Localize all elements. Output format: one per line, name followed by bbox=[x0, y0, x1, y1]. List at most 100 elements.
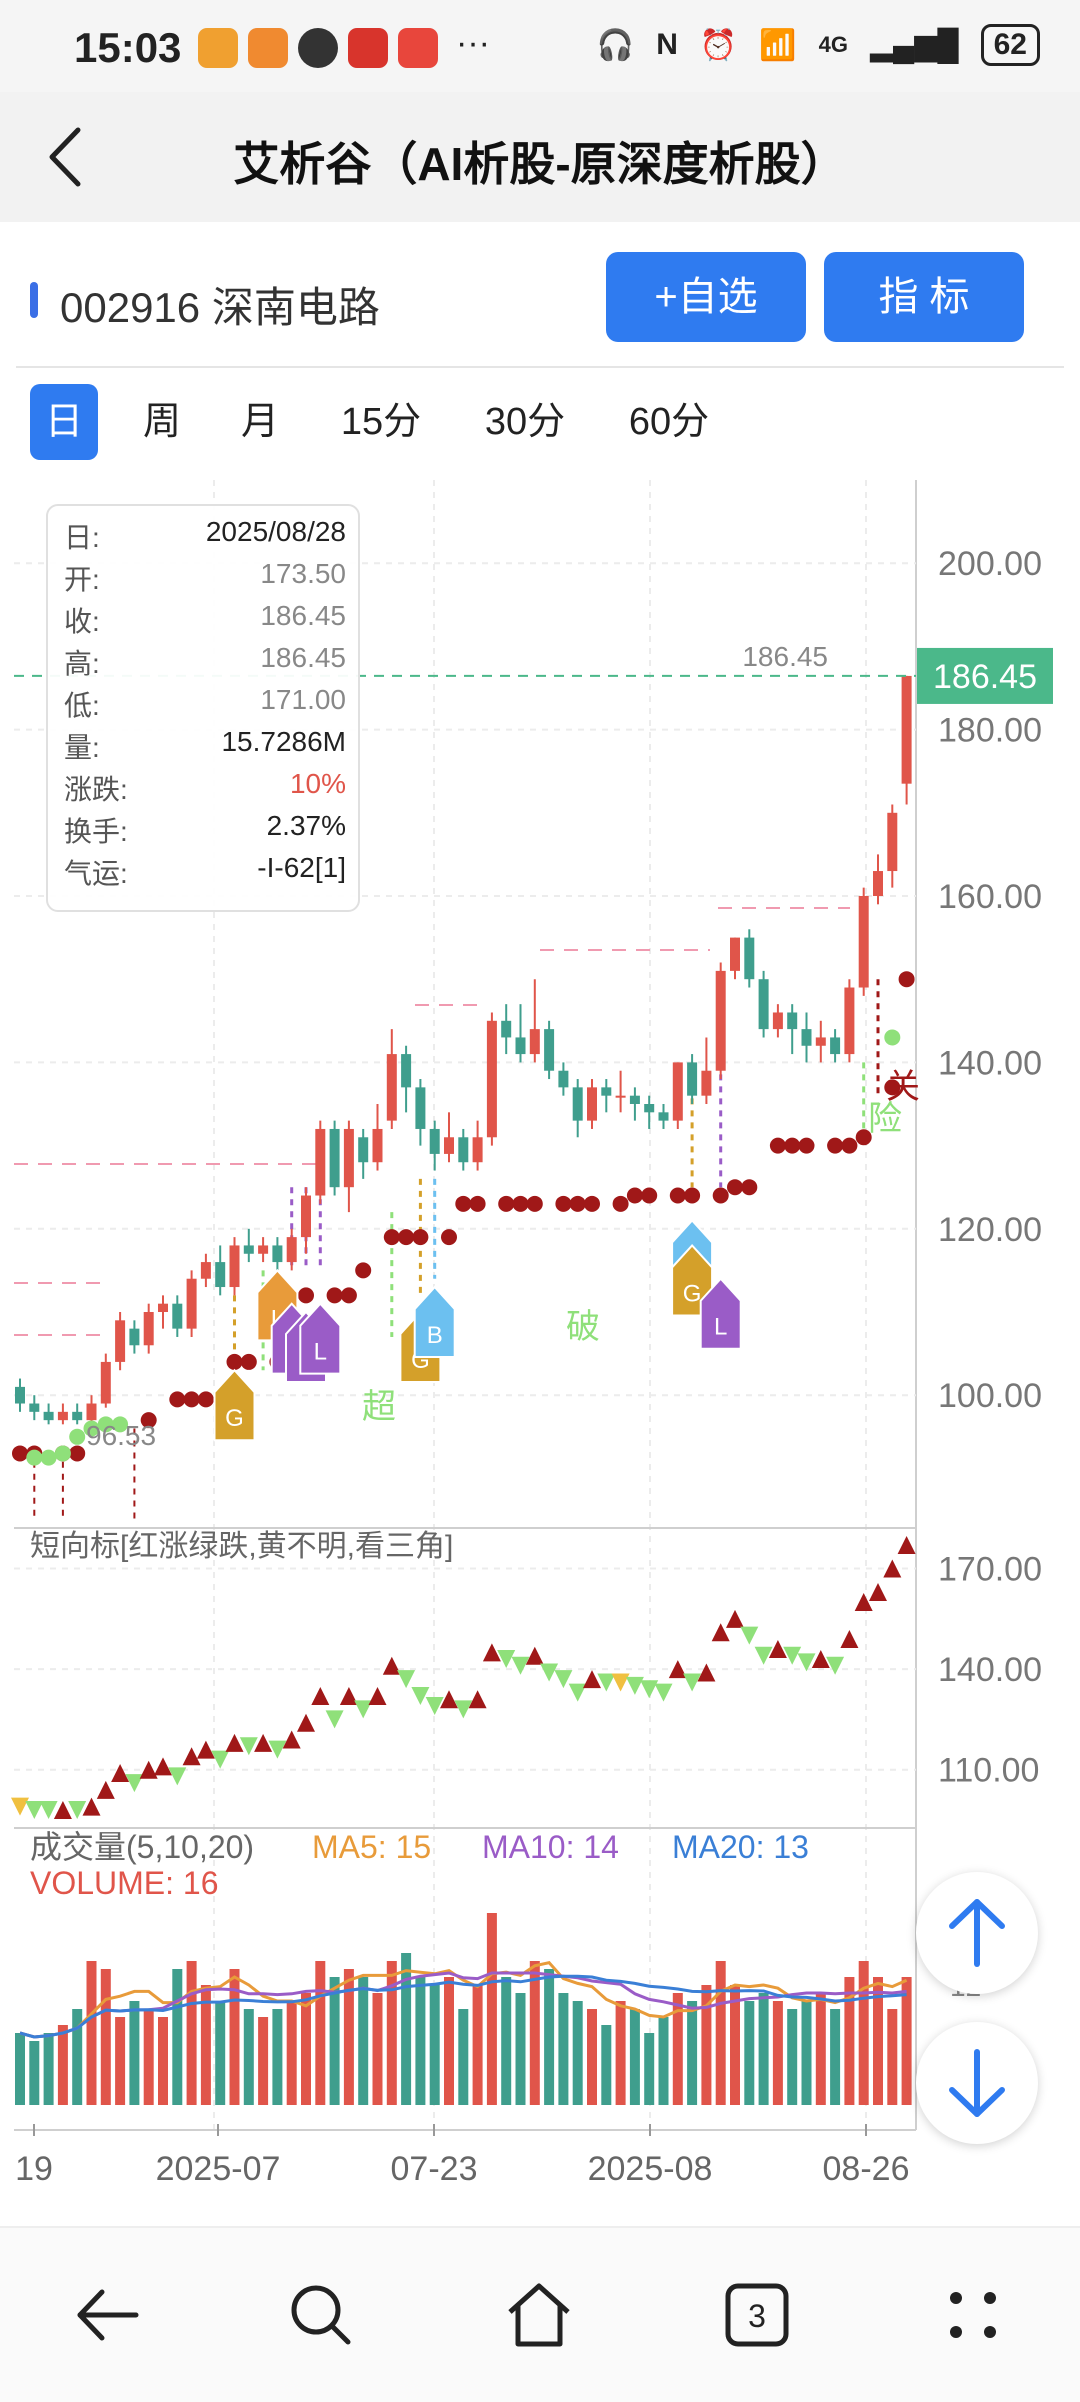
support-dot bbox=[641, 1187, 658, 1204]
page-title: 艾析谷（AI析股-原深度析股） bbox=[233, 138, 847, 190]
trend-triangle bbox=[68, 1800, 87, 1819]
tab-month[interactable]: 月 bbox=[240, 401, 279, 443]
trend-triangle bbox=[25, 1800, 44, 1819]
support-dot bbox=[226, 1353, 243, 1370]
support-dot bbox=[898, 971, 915, 988]
candle-body bbox=[501, 1020, 512, 1038]
ma10-line bbox=[19, 1971, 907, 2039]
volume-bar bbox=[215, 2001, 226, 2105]
volume-bar bbox=[29, 2041, 40, 2105]
candle-body bbox=[529, 1029, 540, 1055]
candle-body bbox=[29, 1403, 40, 1412]
candle-body bbox=[486, 1020, 497, 1138]
add-watchlist-button[interactable]: +自选 bbox=[606, 252, 806, 342]
trend-triangle bbox=[225, 1733, 244, 1752]
candle-body bbox=[730, 937, 740, 971]
indicator-tick-label: 140.00 bbox=[938, 1651, 1042, 1689]
high-price-label: 186.45 bbox=[742, 641, 828, 672]
trend-triangle bbox=[125, 1774, 144, 1793]
candle-body bbox=[215, 1262, 226, 1288]
volume-bar bbox=[115, 2017, 126, 2105]
trend-triangle bbox=[668, 1660, 687, 1679]
volume-bar bbox=[844, 1977, 855, 2105]
signal-label-risk: 险 bbox=[868, 1100, 902, 1138]
support-dot bbox=[584, 1195, 600, 1212]
signal-dot bbox=[97, 1416, 114, 1433]
nav-home-icon[interactable] bbox=[504, 2280, 574, 2350]
trend-triangle bbox=[397, 1670, 416, 1689]
app-header: 艾析谷（AI析股-原深度析股） bbox=[0, 92, 1080, 222]
candle-body bbox=[873, 871, 883, 896]
info-row-fortune: 气运: -I-62[1] bbox=[64, 852, 346, 889]
back-arrow-icon[interactable] bbox=[38, 122, 98, 192]
trend-triangle bbox=[440, 1690, 458, 1709]
trend-triangle bbox=[311, 1686, 330, 1705]
volume-bar bbox=[386, 1961, 397, 2105]
support-dot bbox=[626, 1187, 643, 1204]
x-tick-label: 2025-07 bbox=[156, 2150, 281, 2188]
tab-15min[interactable]: 15分 bbox=[340, 401, 422, 443]
support-dot bbox=[669, 1187, 686, 1204]
signal-arrow-letter: B bbox=[427, 1322, 443, 1349]
indicator-tick-label: 170.00 bbox=[938, 1551, 1042, 1589]
candle-body bbox=[444, 1137, 454, 1154]
trend-triangle bbox=[354, 1700, 373, 1719]
indicator-button[interactable]: 指 标 bbox=[824, 252, 1024, 342]
volume-bar bbox=[172, 1969, 183, 2105]
candle-body bbox=[200, 1262, 211, 1279]
support-dot bbox=[383, 1229, 400, 1246]
signal-dot bbox=[112, 1416, 129, 1433]
tab-60min[interactable]: 60分 bbox=[628, 401, 710, 443]
trend-triangle bbox=[740, 1626, 759, 1645]
tab-week[interactable]: 周 bbox=[142, 401, 181, 443]
volume-bar bbox=[558, 1993, 569, 2105]
trend-triangle bbox=[297, 1713, 315, 1732]
divider bbox=[16, 366, 1064, 368]
candle-body bbox=[115, 1320, 126, 1362]
y-tick-label: 100.00 bbox=[938, 1377, 1042, 1415]
volume-bar bbox=[629, 2009, 640, 2105]
signal-arrows: GLLLLGBGGL bbox=[213, 1218, 742, 1442]
volume-bar bbox=[701, 1985, 712, 2105]
trend-triangle bbox=[854, 1593, 873, 1612]
nav-menu-icon[interactable] bbox=[938, 2280, 1008, 2350]
candle-body bbox=[86, 1403, 97, 1421]
nav-back-icon[interactable] bbox=[72, 2280, 142, 2350]
support-dot bbox=[240, 1353, 257, 1370]
scroll-down-button[interactable] bbox=[916, 2022, 1038, 2144]
support-dot bbox=[512, 1195, 529, 1212]
trend-triangle bbox=[826, 1656, 845, 1675]
volume-bar bbox=[72, 2009, 83, 2105]
nav-tabs-icon[interactable]: 3 bbox=[722, 2280, 792, 2350]
main-y-ticks: 200.00 180.00 160.00 140.00 120.00 100.00 bbox=[14, 545, 1042, 1415]
y-tick-label: 180.00 bbox=[938, 712, 1042, 750]
signal-arrow bbox=[213, 1368, 256, 1442]
candle-body bbox=[558, 1070, 569, 1088]
candle-body bbox=[587, 1087, 597, 1121]
trend-triangles bbox=[11, 1536, 916, 1819]
tab-day[interactable]: 日 bbox=[30, 384, 98, 460]
volume-bar bbox=[158, 2017, 168, 2105]
candle-body bbox=[815, 1037, 826, 1046]
trend-triangle bbox=[568, 1683, 587, 1702]
arrow-up-icon bbox=[949, 1899, 1005, 1967]
x-tick-label: 2025-08 bbox=[588, 2150, 713, 2188]
tab-30min[interactable]: 30分 bbox=[484, 401, 566, 443]
resistance-lines bbox=[14, 907, 850, 1336]
stock-code-name: 002916 深南电路 bbox=[60, 284, 380, 331]
info-row-date: 日: 2025/08/28 bbox=[64, 516, 346, 553]
candle-body bbox=[615, 1095, 626, 1098]
volume-bar bbox=[415, 1977, 426, 2105]
scroll-up-button[interactable] bbox=[916, 1872, 1038, 1994]
volume-bar bbox=[572, 2001, 583, 2105]
support-dot bbox=[340, 1287, 357, 1304]
y-tick-label: 160.00 bbox=[938, 878, 1042, 916]
trend-triangle bbox=[840, 1629, 859, 1648]
support-dot bbox=[412, 1229, 429, 1246]
candle-body bbox=[601, 1087, 612, 1096]
volume-bar bbox=[601, 2025, 612, 2105]
period-tabs: 日 周 月 15分 30分 60分 bbox=[0, 378, 1080, 478]
ma5-line bbox=[19, 1960, 908, 2039]
nav-search-icon[interactable] bbox=[286, 2280, 356, 2350]
